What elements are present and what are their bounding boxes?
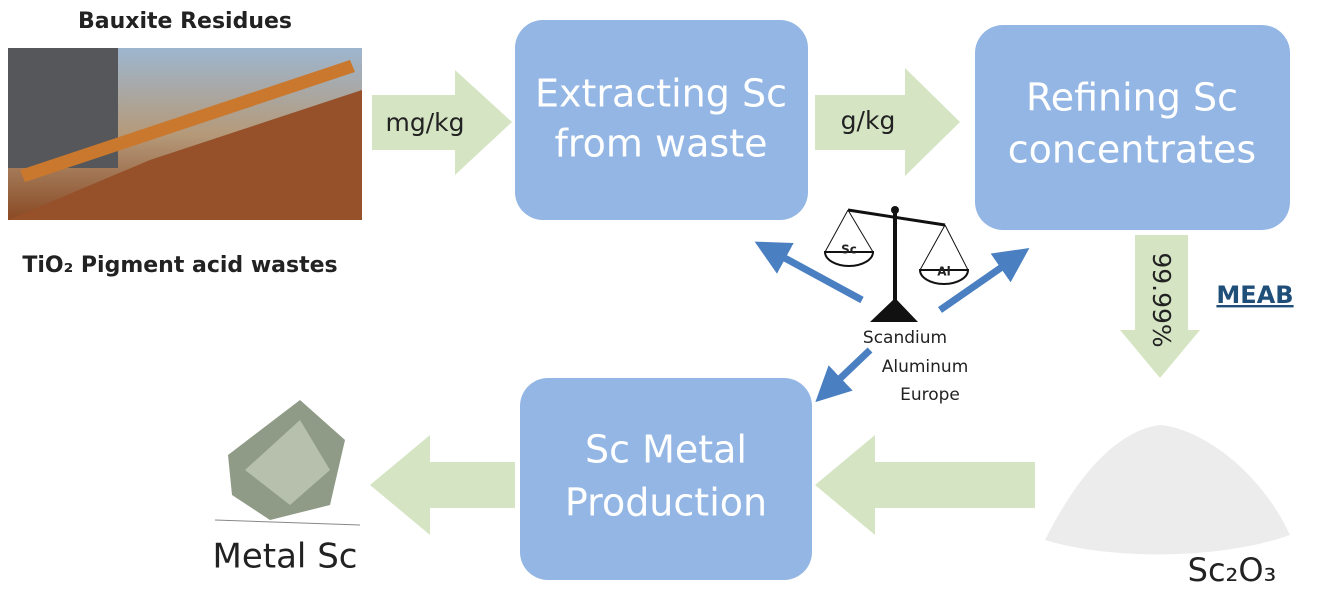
- process-label: concentrates: [1008, 128, 1256, 172]
- process-label: Extracting Sc: [535, 72, 787, 116]
- balance-caption: Aluminum: [882, 357, 969, 377]
- process-label: Sc Metal: [585, 428, 747, 472]
- flow-label: g/kg: [841, 106, 896, 135]
- product-label: Metal Sc: [213, 537, 358, 577]
- balance-caption: Scandium: [863, 328, 947, 348]
- metal-sample: [215, 400, 360, 525]
- source-title: Bauxite Residues: [78, 9, 292, 34]
- flow-arrow: [370, 435, 515, 535]
- process-box: [520, 378, 812, 580]
- flow-arrow: [815, 435, 1035, 535]
- balance-caption: Europe: [900, 385, 960, 405]
- process-box: [515, 20, 808, 220]
- process-label: from waste: [555, 122, 768, 166]
- source-subtitle: TiO₂ Pigment acid wastes: [22, 253, 337, 278]
- flow-label: mg/kg: [386, 108, 465, 137]
- flow-label: 99.99%: [1147, 252, 1176, 347]
- product-label: Sc₂O₃: [1188, 551, 1277, 589]
- process-label: Production: [565, 481, 767, 525]
- oxide-powder: [1045, 425, 1290, 554]
- link[interactable]: MEAB: [1216, 281, 1293, 309]
- diagram: Bauxite Residues TiO₂ Pigment acid waste…: [0, 0, 1323, 593]
- photo: [8, 48, 362, 220]
- balance-label: Sc: [841, 243, 857, 257]
- balance-label: Al: [937, 265, 950, 279]
- process-label: Refining Sc: [1026, 76, 1238, 120]
